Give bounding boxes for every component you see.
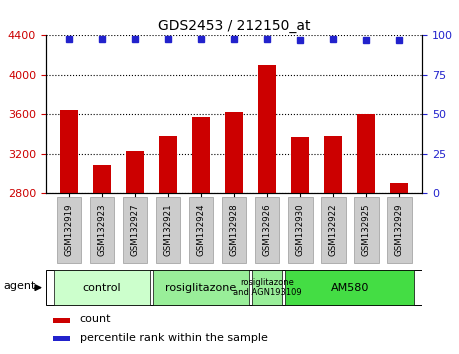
Text: GSM132929: GSM132929 xyxy=(395,204,403,256)
Bar xyxy=(159,136,177,193)
Bar xyxy=(53,318,70,323)
FancyBboxPatch shape xyxy=(153,270,249,305)
FancyBboxPatch shape xyxy=(222,198,246,263)
Text: percentile rank within the sample: percentile rank within the sample xyxy=(80,332,268,343)
FancyBboxPatch shape xyxy=(46,270,422,306)
FancyBboxPatch shape xyxy=(56,198,81,263)
Bar xyxy=(126,150,144,193)
FancyBboxPatch shape xyxy=(288,198,313,263)
Title: GDS2453 / 212150_at: GDS2453 / 212150_at xyxy=(158,19,310,33)
FancyBboxPatch shape xyxy=(387,198,412,263)
FancyBboxPatch shape xyxy=(189,198,213,263)
FancyBboxPatch shape xyxy=(255,198,280,263)
Text: GSM132919: GSM132919 xyxy=(65,204,73,256)
Bar xyxy=(357,114,375,193)
Bar xyxy=(192,117,210,193)
FancyBboxPatch shape xyxy=(123,198,147,263)
Bar xyxy=(390,183,408,193)
Text: rosiglitazone
and AGN193109: rosiglitazone and AGN193109 xyxy=(233,278,302,297)
FancyBboxPatch shape xyxy=(54,270,150,305)
FancyBboxPatch shape xyxy=(90,198,114,263)
Bar xyxy=(324,136,342,193)
Text: agent: agent xyxy=(4,281,36,291)
Text: GSM132928: GSM132928 xyxy=(230,204,239,256)
Bar xyxy=(225,112,243,193)
Text: GSM132921: GSM132921 xyxy=(163,204,173,256)
Text: GSM132930: GSM132930 xyxy=(296,204,305,256)
Text: GSM132924: GSM132924 xyxy=(196,204,206,256)
FancyBboxPatch shape xyxy=(252,270,282,305)
Text: GSM132926: GSM132926 xyxy=(263,204,272,256)
Text: GSM132925: GSM132925 xyxy=(362,204,371,256)
FancyBboxPatch shape xyxy=(321,198,346,263)
Text: rosiglitazone: rosiglitazone xyxy=(165,282,237,293)
Text: control: control xyxy=(83,282,121,293)
FancyBboxPatch shape xyxy=(354,198,379,263)
Text: GSM132927: GSM132927 xyxy=(130,204,140,256)
FancyBboxPatch shape xyxy=(285,270,414,305)
FancyBboxPatch shape xyxy=(156,198,180,263)
Text: AM580: AM580 xyxy=(330,282,369,293)
Bar xyxy=(60,110,78,193)
Bar xyxy=(258,65,276,193)
Bar xyxy=(291,137,309,193)
Text: GSM132923: GSM132923 xyxy=(97,204,106,256)
Text: count: count xyxy=(80,314,111,324)
Bar xyxy=(93,165,111,193)
Text: GSM132922: GSM132922 xyxy=(329,204,338,256)
Bar xyxy=(53,336,70,341)
